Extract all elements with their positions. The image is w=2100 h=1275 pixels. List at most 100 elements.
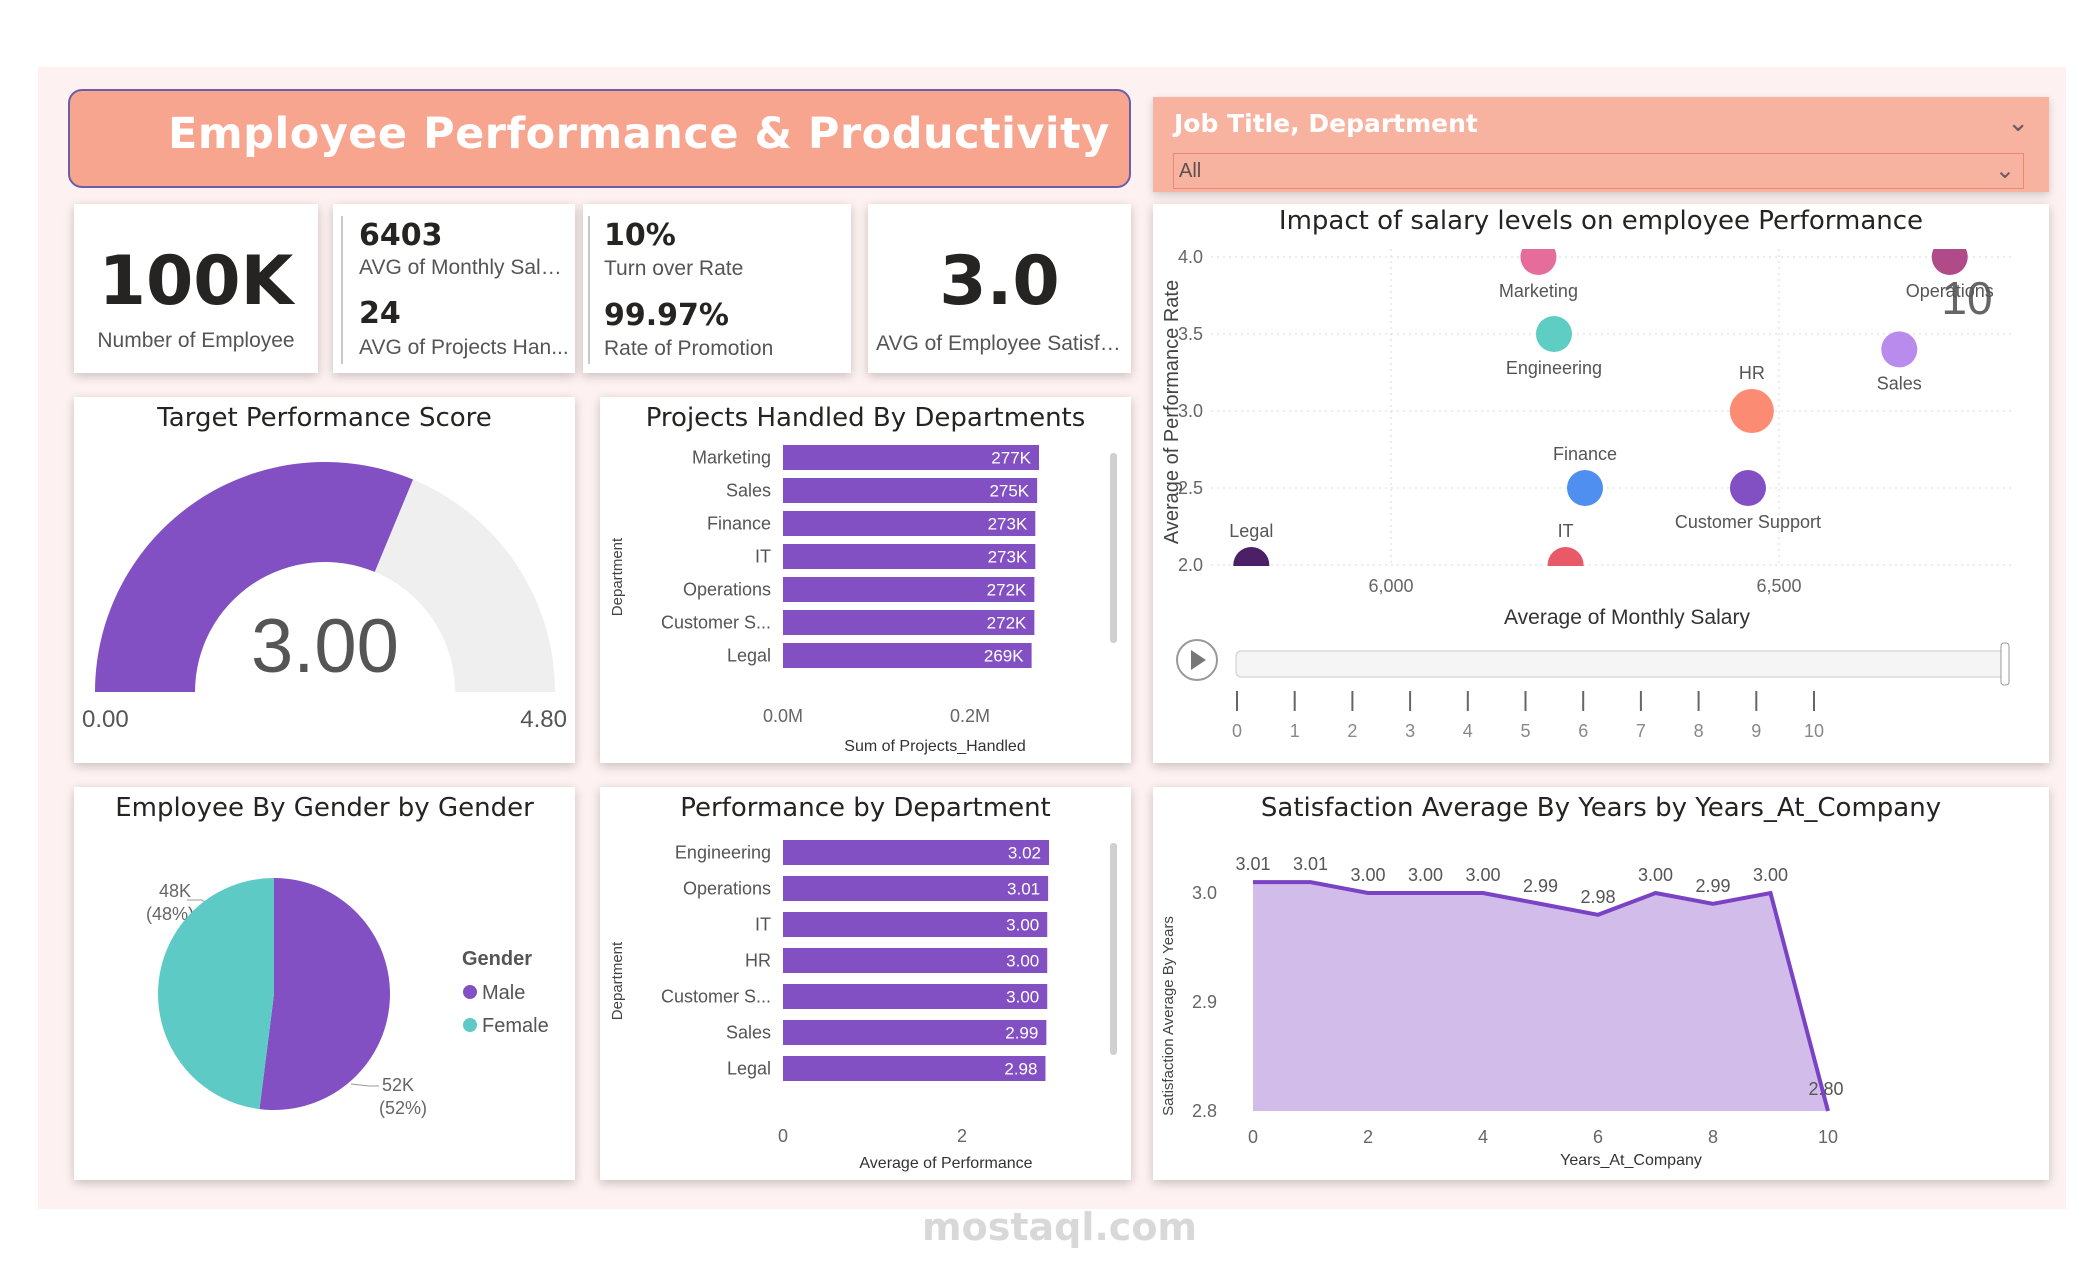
performance-x-tick-0: 0 <box>778 1126 788 1146</box>
performance_chart-dept-label: Customer S... <box>661 987 771 1007</box>
projects_chart-bar <box>783 643 1032 668</box>
performance_chart-bar <box>783 840 1049 865</box>
performance_chart-value-label: 3.01 <box>1007 880 1040 899</box>
projects-x-tick-1: 0.2M <box>950 706 990 726</box>
gender-pie-card[interactable]: Employee By Gender by Gender Gender Male… <box>74 787 575 1180</box>
area-data-label: 3.01 <box>1293 854 1328 874</box>
scatter-x-axis-title: Average of Monthly Salary <box>1504 606 1750 629</box>
kpi-salary-value: 6403 <box>359 218 443 253</box>
scatter-point-customer-support[interactable] <box>1729 470 1766 506</box>
performance_chart-bar <box>783 948 1048 973</box>
projects_chart-dept-label: Finance <box>707 514 771 534</box>
kpi-card-employees[interactable]: 100K Number of Employee <box>74 204 318 373</box>
area-data-label: 3.00 <box>1350 865 1385 885</box>
area-y-tick: 2.9 <box>1192 992 1217 1012</box>
scatter-point-label: Sales <box>1877 373 1922 393</box>
salary-performance-scatter-card[interactable]: Impact of salary levels on employee Perf… <box>1153 204 2049 763</box>
performance-scrollbar[interactable] <box>1110 843 1117 1055</box>
projects-x-tick-0: 0.0M <box>763 706 803 726</box>
kpi-satisfaction-value: 3.0 <box>939 242 1060 321</box>
kpi-promotion-value: 99.97% <box>604 298 729 333</box>
area-y-tick: 3.0 <box>1192 883 1217 903</box>
performance-x-axis-title: Average of Performance <box>859 1155 1032 1172</box>
projects-x-axis-title: Sum of Projects_Handled <box>844 738 1025 755</box>
projects_chart-value-label: 272K <box>987 614 1027 633</box>
performance_chart-value-label: 2.98 <box>1004 1060 1037 1079</box>
gauge-fill-arc <box>95 461 414 692</box>
kpi-card-turnover-promotion[interactable]: 10% Turn over Rate 99.97% Rate of Promot… <box>583 204 851 373</box>
pie-slice-female[interactable] <box>158 878 274 1110</box>
projects_chart-bar <box>783 478 1038 503</box>
projects_chart-value-label: 277K <box>991 449 1031 468</box>
area-x-tick: 2 <box>1363 1127 1373 1147</box>
projects_chart-dept-label: Marketing <box>692 448 771 468</box>
pie-slice-male[interactable] <box>259 878 391 1110</box>
legend-male-label[interactable]: Male <box>482 982 525 1004</box>
scatter-point-legal[interactable] <box>1233 547 1270 583</box>
gauge-card[interactable]: Target Performance Score 3.00 0.00 4.80 <box>74 397 575 763</box>
kpi-projects-label: AVG of Projects Han... <box>359 336 569 359</box>
slicer-dropdown[interactable]: All ⌄ <box>1173 153 2024 189</box>
gender-chart-title: Employee By Gender by Gender <box>115 793 534 823</box>
kpi-turnover-value: 10% <box>604 218 676 253</box>
scatter-point-sales[interactable] <box>1881 331 1918 368</box>
scatter-x-tick: 6,000 <box>1368 576 1413 596</box>
scatter-point-operations[interactable] <box>1931 239 1968 275</box>
kpi-divider <box>341 216 343 364</box>
gauge-min-label: 0.00 <box>82 706 129 733</box>
projects_chart-value-label: 272K <box>987 581 1027 600</box>
projects-chart-svg: Department 0.0M 0.2M Sum of Projects_Han… <box>609 445 1117 755</box>
projects-chart-title: Projects Handled By Departments <box>645 403 1086 433</box>
job-title-department-slicer[interactable]: Job Title, Department ⌄ All ⌄ <box>1153 97 2049 192</box>
scatter-point-finance[interactable] <box>1567 470 1603 506</box>
performance_chart-bar <box>783 1020 1047 1045</box>
projects-scrollbar[interactable] <box>1110 453 1117 643</box>
projects_chart-dept-label: IT <box>755 547 771 567</box>
projects_chart-bar <box>783 445 1039 470</box>
area-y-tick: 2.8 <box>1192 1101 1217 1121</box>
scatter-y-tick: 3.0 <box>1178 401 1203 421</box>
area-data-label: 2.98 <box>1580 887 1615 907</box>
legend-female-swatch <box>463 1018 477 1032</box>
kpi-employees-label: Number of Employee <box>97 329 295 352</box>
projects_chart-dept-label: Operations <box>683 580 771 600</box>
male-leader-line <box>350 1083 379 1087</box>
satisfaction-y-axis-title: Satisfaction Average By Years <box>1160 916 1177 1116</box>
kpi-promotion-label: Rate of Promotion <box>604 337 774 360</box>
performance-chart-svg: Department 0 2 Average of Performance En… <box>609 840 1117 1172</box>
performance_chart-value-label: 3.00 <box>1006 952 1039 971</box>
performance_chart-bar <box>783 1056 1046 1081</box>
projects_chart-value-label: 273K <box>988 548 1028 567</box>
projects_chart-value-label: 269K <box>984 647 1024 666</box>
performance_chart-value-label: 3.00 <box>1006 916 1039 935</box>
play-axis-tick-label: 1 <box>1290 721 1300 741</box>
play-axis-tick-label: 4 <box>1463 721 1473 741</box>
male-data-pct: (52%) <box>379 1098 427 1118</box>
legend-female-label[interactable]: Female <box>482 1015 549 1037</box>
kpi-employees-value: 100K <box>98 242 294 321</box>
chevron-down-icon[interactable]: ⌄ <box>1994 157 2015 184</box>
play-axis-tick-label: 5 <box>1520 721 1530 741</box>
slicer-collapse-chevron-icon[interactable]: ⌄ <box>2007 107 2029 137</box>
projects-by-department-card[interactable]: Projects Handled By Departments Departme… <box>600 397 1131 763</box>
performance-by-department-card[interactable]: Performance by Department Department 0 2… <box>600 787 1131 1180</box>
area-x-tick: 10 <box>1818 1127 1838 1147</box>
play-axis-handle[interactable] <box>2000 642 2010 686</box>
scatter-point-it[interactable] <box>1547 547 1584 583</box>
scatter-point-engineering[interactable] <box>1535 316 1572 352</box>
scatter-point-marketing[interactable] <box>1520 239 1557 275</box>
performance_chart-bar <box>783 876 1049 901</box>
performance_chart-value-label: 3.00 <box>1006 988 1039 1007</box>
report-title: Employee Performance & Productivity <box>168 109 1110 159</box>
area-x-tick: 0 <box>1248 1127 1258 1147</box>
projects_chart-bar <box>783 610 1035 635</box>
satisfaction-area-card[interactable]: Satisfaction Average By Years by Years_A… <box>1153 787 2049 1180</box>
area-data-label: 3.00 <box>1408 865 1443 885</box>
kpi-satisfaction-label: AVG of Employee Satisfa... <box>876 332 1123 355</box>
scatter-point-hr[interactable] <box>1729 389 1774 433</box>
play-axis-track[interactable] <box>1235 650 2008 678</box>
scatter-y-axis-title: Average of Performance Rate <box>1161 280 1183 544</box>
kpi-card-salary-projects[interactable]: 6403 AVG of Monthly Salary 24 AVG of Pro… <box>333 204 575 373</box>
legend-male-swatch <box>463 985 477 999</box>
kpi-card-satisfaction[interactable]: 3.0 AVG of Employee Satisfa... <box>868 204 1131 373</box>
